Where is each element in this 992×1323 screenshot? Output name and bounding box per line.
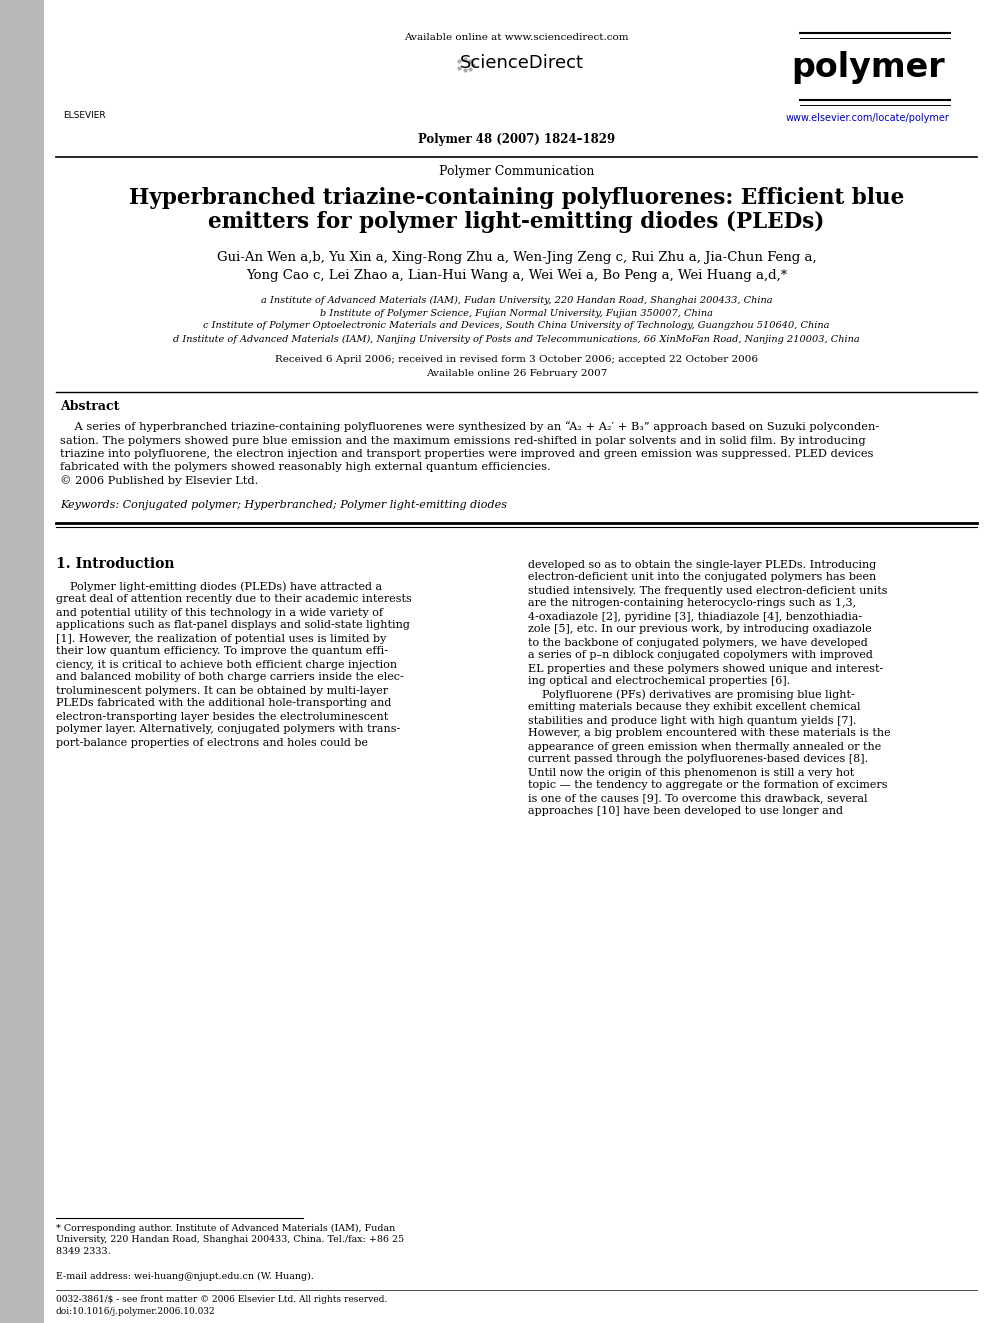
Text: are the nitrogen-containing heterocyclo-rings such as 1,3,: are the nitrogen-containing heterocyclo-… bbox=[528, 598, 856, 609]
Text: ciency, it is critical to achieve both efficient charge injection: ciency, it is critical to achieve both e… bbox=[56, 659, 397, 669]
Text: Polymer Communication: Polymer Communication bbox=[438, 165, 594, 179]
Text: a Institute of Advanced Materials (IAM), Fudan University, 220 Handan Road, Shan: a Institute of Advanced Materials (IAM),… bbox=[261, 295, 773, 304]
Text: Abstract: Abstract bbox=[60, 401, 119, 414]
Text: www.elsevier.com/locate/polymer: www.elsevier.com/locate/polymer bbox=[786, 112, 950, 123]
Text: great deal of attention recently due to their academic interests: great deal of attention recently due to … bbox=[56, 594, 412, 605]
Text: ScienceDirect: ScienceDirect bbox=[459, 54, 583, 71]
Text: EL properties and these polymers showed unique and interest-: EL properties and these polymers showed … bbox=[528, 664, 883, 673]
Text: 1. Introduction: 1. Introduction bbox=[56, 557, 175, 572]
Text: [1]. However, the realization of potential uses is limited by: [1]. However, the realization of potenti… bbox=[56, 634, 386, 643]
Text: emitters for polymer light-emitting diodes (PLEDs): emitters for polymer light-emitting diod… bbox=[208, 210, 824, 233]
Text: 0032-3861/$ - see front matter © 2006 Elsevier Ltd. All rights reserved.: 0032-3861/$ - see front matter © 2006 El… bbox=[56, 1295, 387, 1304]
Text: Polymer 48 (2007) 1824–1829: Polymer 48 (2007) 1824–1829 bbox=[418, 134, 615, 147]
Text: Gui-An Wen a,b, Yu Xin a, Xing-Rong Zhu a, Wen-Jing Zeng c, Rui Zhu a, Jia-Chun : Gui-An Wen a,b, Yu Xin a, Xing-Rong Zhu … bbox=[216, 251, 816, 265]
Text: c Institute of Polymer Optoelectronic Materials and Devices, South China Univers: c Institute of Polymer Optoelectronic Ma… bbox=[203, 321, 829, 331]
Bar bbox=[48, 33, 120, 105]
Text: emitting materials because they exhibit excellent chemical: emitting materials because they exhibit … bbox=[528, 703, 860, 713]
Text: topic — the tendency to aggregate or the formation of excimers: topic — the tendency to aggregate or the… bbox=[528, 781, 887, 791]
Text: to the backbone of conjugated polymers, we have developed: to the backbone of conjugated polymers, … bbox=[528, 638, 867, 647]
Text: is one of the causes [9]. To overcome this drawback, several: is one of the causes [9]. To overcome th… bbox=[528, 794, 867, 803]
Text: ELSEVIER: ELSEVIER bbox=[62, 111, 105, 119]
Text: 4-oxadiazole [2], pyridine [3], thiadiazole [4], benzothiadia-: 4-oxadiazole [2], pyridine [3], thiadiaz… bbox=[528, 611, 862, 622]
Text: their low quantum efficiency. To improve the quantum effi-: their low quantum efficiency. To improve… bbox=[56, 647, 388, 656]
Text: Available online 26 February 2007: Available online 26 February 2007 bbox=[426, 369, 607, 378]
Text: developed so as to obtain the single-layer PLEDs. Introducing: developed so as to obtain the single-lay… bbox=[528, 560, 876, 569]
Text: University, 220 Handan Road, Shanghai 200433, China. Tel./fax: +86 25: University, 220 Handan Road, Shanghai 20… bbox=[56, 1236, 404, 1245]
Text: Hyperbranched triazine-containing polyfluorenes: Efficient blue: Hyperbranched triazine-containing polyfl… bbox=[129, 187, 904, 209]
Text: polymer: polymer bbox=[792, 52, 944, 85]
Text: and balanced mobility of both charge carriers inside the elec-: and balanced mobility of both charge car… bbox=[56, 672, 404, 683]
Text: approaches [10] have been developed to use longer and: approaches [10] have been developed to u… bbox=[528, 807, 842, 816]
Text: E-mail address: wei-huang@njupt.edu.cn (W. Huang).: E-mail address: wei-huang@njupt.edu.cn (… bbox=[56, 1271, 313, 1281]
Text: a series of p–n diblock conjugated copolymers with improved: a series of p–n diblock conjugated copol… bbox=[528, 651, 872, 660]
Text: troluminescent polymers. It can be obtained by multi-layer: troluminescent polymers. It can be obtai… bbox=[56, 685, 388, 696]
Text: Keywords: Conjugated polymer; Hyperbranched; Polymer light-emitting diodes: Keywords: Conjugated polymer; Hyperbranc… bbox=[60, 500, 507, 509]
Text: However, a big problem encountered with these materials is the: However, a big problem encountered with … bbox=[528, 729, 890, 738]
Text: polymer layer. Alternatively, conjugated polymers with trans-: polymer layer. Alternatively, conjugated… bbox=[56, 725, 400, 734]
Text: d Institute of Advanced Materials (IAM), Nanjing University of Posts and Telecom: d Institute of Advanced Materials (IAM),… bbox=[174, 335, 860, 344]
Text: Received 6 April 2006; received in revised form 3 October 2006; accepted 22 Octo: Received 6 April 2006; received in revis… bbox=[275, 356, 758, 365]
Text: applications such as flat-panel displays and solid-state lighting: applications such as flat-panel displays… bbox=[56, 620, 410, 631]
Text: and potential utility of this technology in a wide variety of: and potential utility of this technology… bbox=[56, 607, 383, 618]
Text: triazine into polyfluorene, the electron injection and transport properties were: triazine into polyfluorene, the electron… bbox=[60, 448, 874, 459]
Text: A series of hyperbranched triazine-containing polyfluorenes were synthesized by : A series of hyperbranched triazine-conta… bbox=[60, 422, 879, 433]
Text: 8349 2333.: 8349 2333. bbox=[56, 1248, 111, 1257]
Text: PLEDs fabricated with the additional hole-transporting and: PLEDs fabricated with the additional hol… bbox=[56, 699, 392, 709]
Text: Available online at www.sciencedirect.com: Available online at www.sciencedirect.co… bbox=[405, 33, 629, 42]
Text: Polymer light-emitting diodes (PLEDs) have attracted a: Polymer light-emitting diodes (PLEDs) ha… bbox=[56, 581, 382, 591]
Text: electron-deficient unit into the conjugated polymers has been: electron-deficient unit into the conjuga… bbox=[528, 573, 876, 582]
Text: * Corresponding author. Institute of Advanced Materials (IAM), Fudan: * Corresponding author. Institute of Adv… bbox=[56, 1224, 395, 1233]
Text: doi:10.1016/j.polymer.2006.10.032: doi:10.1016/j.polymer.2006.10.032 bbox=[56, 1307, 215, 1316]
Text: appearance of green emission when thermally annealed or the: appearance of green emission when therma… bbox=[528, 741, 881, 751]
Text: Yong Cao c, Lei Zhao a, Lian-Hui Wang a, Wei Wei a, Bo Peng a, Wei Huang a,d,*: Yong Cao c, Lei Zhao a, Lian-Hui Wang a,… bbox=[246, 270, 787, 283]
Text: Until now the origin of this phenomenon is still a very hot: Until now the origin of this phenomenon … bbox=[528, 767, 854, 778]
Text: studied intensively. The frequently used electron-deficient units: studied intensively. The frequently used… bbox=[528, 586, 887, 595]
Text: electron-transporting layer besides the electroluminescent: electron-transporting layer besides the … bbox=[56, 712, 388, 721]
Text: ing optical and electrochemical properties [6].: ing optical and electrochemical properti… bbox=[528, 676, 790, 687]
Bar bbox=[0, 0, 44, 1323]
Text: current passed through the polyfluorenes-based devices [8].: current passed through the polyfluorenes… bbox=[528, 754, 868, 765]
Text: zole [5], etc. In our previous work, by introducing oxadiazole: zole [5], etc. In our previous work, by … bbox=[528, 624, 871, 635]
Text: © 2006 Published by Elsevier Ltd.: © 2006 Published by Elsevier Ltd. bbox=[60, 475, 258, 487]
Text: b Institute of Polymer Science, Fujian Normal University, Fujian 350007, China: b Institute of Polymer Science, Fujian N… bbox=[320, 308, 713, 318]
Text: port-balance properties of electrons and holes could be: port-balance properties of electrons and… bbox=[56, 737, 368, 747]
Text: Polyfluorene (PFs) derivatives are promising blue light-: Polyfluorene (PFs) derivatives are promi… bbox=[528, 689, 854, 700]
Text: stabilities and produce light with high quantum yields [7].: stabilities and produce light with high … bbox=[528, 716, 856, 725]
Text: fabricated with the polymers showed reasonably high external quantum efficiencie: fabricated with the polymers showed reas… bbox=[60, 463, 551, 472]
Text: sation. The polymers showed pure blue emission and the maximum emissions red-shi: sation. The polymers showed pure blue em… bbox=[60, 435, 866, 446]
